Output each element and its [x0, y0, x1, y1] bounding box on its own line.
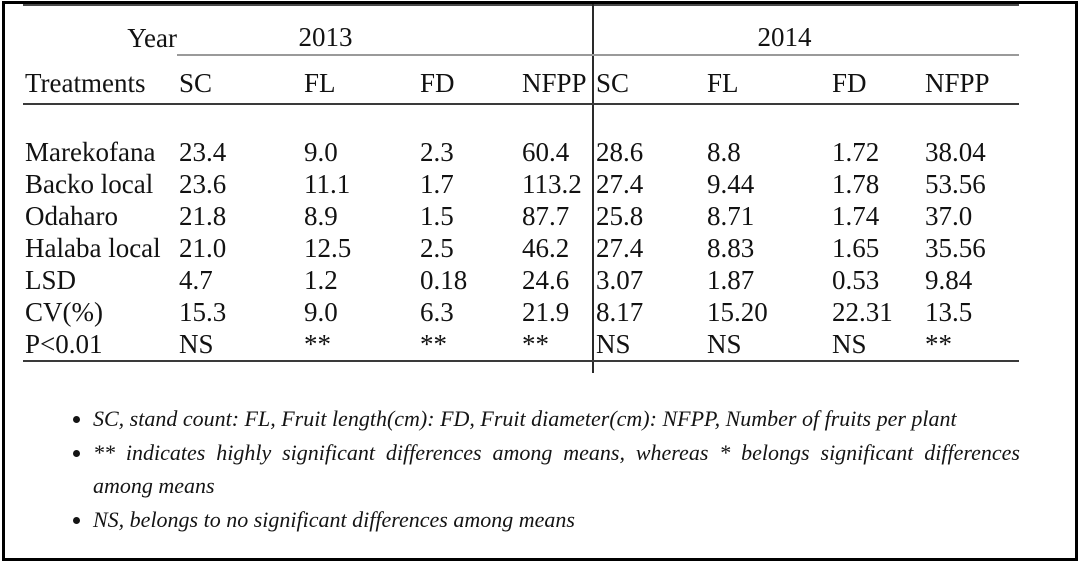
cell: 8.9	[304, 200, 338, 231]
header-2013-fl: FL	[302, 55, 418, 105]
cell: **	[520, 328, 593, 362]
year-group-2013: 2013	[177, 5, 593, 56]
cell: 8.8	[707, 136, 741, 167]
cell: 46.2	[522, 232, 570, 263]
cell: 9.44	[707, 168, 755, 199]
cell: 11.1	[304, 168, 351, 199]
row-label: Odaharo	[25, 200, 118, 231]
cell: 15.3	[179, 296, 227, 327]
row-label: P<0.01	[23, 328, 177, 362]
row-label: CV(%)	[25, 296, 103, 327]
column-header-row: Treatments SC FL FD NFPP SC FL FD NFPP	[23, 55, 1019, 105]
year-group-2014: 2014	[592, 5, 1019, 56]
cell: 12.5	[304, 232, 352, 263]
spacer-row	[23, 104, 1019, 136]
cell: 113.2	[522, 168, 582, 199]
cell: 1.7	[420, 168, 454, 199]
divider-tick-row	[23, 361, 1019, 373]
cell: NS	[592, 328, 705, 362]
cell: 2.3	[420, 136, 454, 167]
cell: 9.84	[925, 264, 973, 295]
cell: 1.72	[832, 136, 880, 167]
cell: 0.53	[832, 264, 880, 295]
table-row-p-value: P<0.01 NS ** ** ** NS NS NS **	[23, 328, 1019, 362]
cell: **	[418, 328, 520, 362]
cell: 15.20	[707, 296, 768, 327]
table-row-cv: CV(%) 15.3 9.0 6.3 21.9 8.17 15.20 22.31…	[23, 296, 1019, 328]
cell: NS	[177, 328, 302, 362]
cell: NS	[830, 328, 923, 362]
header-2014-sc: SC	[592, 55, 705, 105]
footnotes-list: SC, stand count: FL, Fruit length(cm): F…	[5, 402, 1075, 536]
cell: 3.07	[592, 264, 705, 296]
cell: 8.83	[707, 232, 755, 263]
year-label: Year	[127, 23, 177, 53]
cell: 0.18	[420, 264, 468, 295]
cell: 1.87	[707, 264, 755, 295]
table-row-lsd: LSD 4.7 1.2 0.18 24.6 3.07 1.87 0.53 9.8…	[23, 264, 1019, 296]
footnote-abbreviations: SC, stand count: FL, Fruit length(cm): F…	[93, 402, 1020, 435]
cell: 21.8	[179, 200, 227, 231]
header-2013-sc: SC	[177, 55, 302, 105]
row-label: LSD	[25, 264, 77, 295]
footnote-significance: ** indicates highly significant differen…	[93, 436, 1020, 502]
cell: 13.5	[925, 296, 973, 327]
cell: 21.9	[522, 296, 570, 327]
cell: 25.8	[592, 200, 705, 232]
cell: 1.65	[832, 232, 880, 263]
table-row-marekofana: Marekofana 23.4 9.0 2.3 60.4 28.6 8.8 1.…	[23, 136, 1019, 168]
cell: 1.74	[832, 200, 880, 231]
cell: **	[923, 328, 1019, 362]
cell: 27.4	[592, 232, 705, 264]
cell: 23.6	[179, 168, 227, 199]
cell: 38.04	[925, 136, 986, 167]
header-2013-nfpp: NFPP	[520, 55, 593, 105]
document-frame: Year 2013 2014 Treatments SC FL FD NFPP …	[2, 1, 1078, 561]
cell: 53.56	[925, 168, 986, 199]
footnote-ns: NS, belongs to no significant difference…	[93, 503, 1020, 536]
cell: 28.6	[592, 136, 705, 168]
header-2014-fl: FL	[705, 55, 830, 105]
cell: 87.7	[522, 200, 570, 231]
cell: 1.78	[832, 168, 880, 199]
cell: 8.17	[592, 296, 705, 328]
cell: 6.3	[420, 296, 454, 327]
cell: 9.0	[304, 136, 338, 167]
cell: 27.4	[592, 168, 705, 200]
cell: 22.31	[832, 296, 893, 327]
header-2013-fd: FD	[418, 55, 520, 105]
row-label: Halaba local	[25, 232, 161, 263]
table-row-odaharo: Odaharo 21.8 8.9 1.5 87.7 25.8 8.71 1.74…	[23, 200, 1019, 232]
cell: 35.56	[925, 232, 986, 263]
cell: 9.0	[304, 296, 338, 327]
cell: **	[302, 328, 418, 362]
table-row-backo-local: Backo local 23.6 11.1 1.7 113.2 27.4 9.4…	[23, 168, 1019, 200]
header-2014-fd: FD	[830, 55, 923, 105]
row-label: Marekofana	[25, 136, 156, 167]
table-row-halaba-local: Halaba local 21.0 12.5 2.5 46.2 27.4 8.8…	[23, 232, 1019, 264]
cell: 1.2	[304, 264, 338, 295]
cell: 24.6	[522, 264, 570, 295]
results-table: Year 2013 2014 Treatments SC FL FD NFPP …	[23, 4, 1019, 373]
cell: 1.5	[420, 200, 454, 231]
row-label: Backo local	[25, 168, 154, 199]
cell: 60.4	[522, 136, 570, 167]
cell: 4.7	[179, 264, 213, 295]
header-2014-nfpp: NFPP	[923, 55, 1019, 105]
cell: NS	[705, 328, 830, 362]
cell: 23.4	[179, 136, 227, 167]
cell: 37.0	[925, 200, 973, 231]
cell: 21.0	[179, 232, 227, 263]
cell: 2.5	[420, 232, 454, 263]
year-header-row: Year 2013 2014	[23, 5, 1019, 56]
treatments-header: Treatments	[23, 55, 177, 105]
cell: 8.71	[707, 200, 755, 231]
